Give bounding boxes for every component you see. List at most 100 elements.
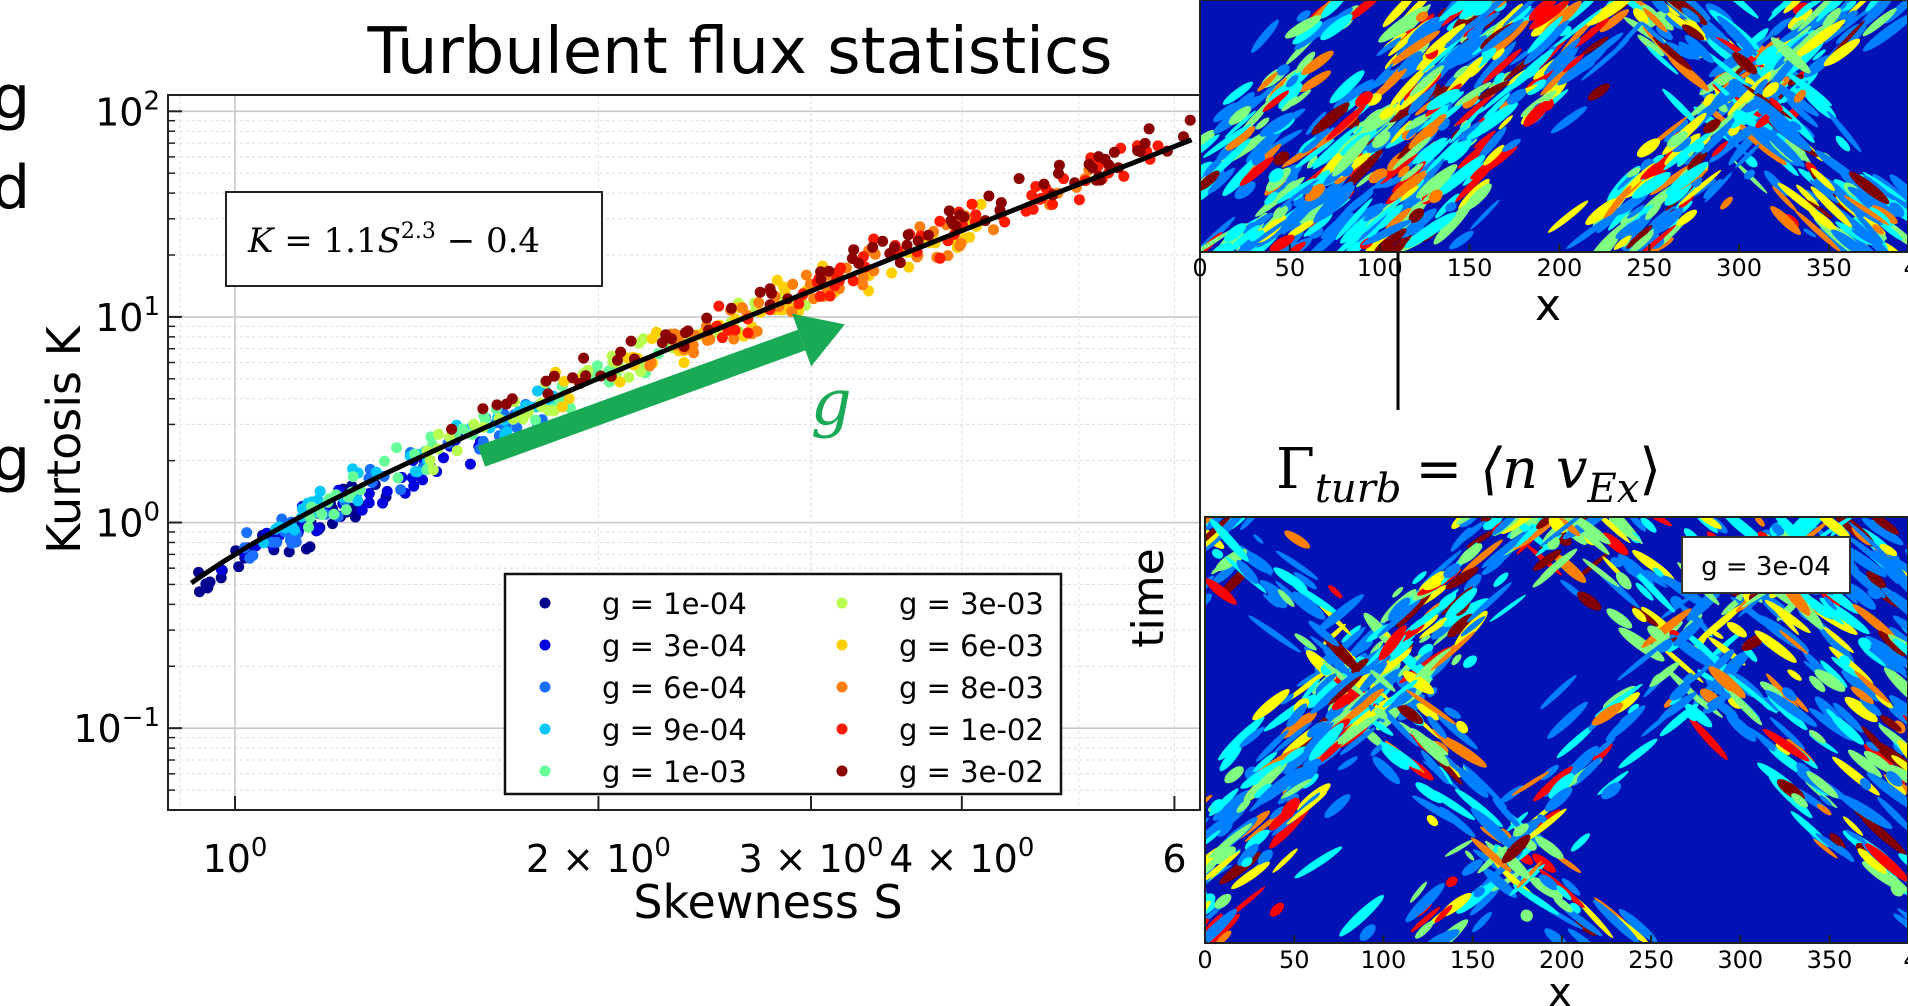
y-tick-label: 100 xyxy=(95,498,160,546)
data-point xyxy=(347,471,359,483)
data-point xyxy=(363,497,375,509)
data-point xyxy=(912,235,924,247)
data-point xyxy=(417,474,428,486)
data-point xyxy=(424,454,436,466)
x-tick-label: 6 xyxy=(1162,837,1186,881)
data-point xyxy=(204,576,216,588)
left-edge-fragments: g d g xyxy=(0,63,30,495)
data-point xyxy=(312,523,324,534)
data-point xyxy=(328,508,340,520)
formula-gamma: Γ xyxy=(1276,437,1315,502)
data-point xyxy=(1047,198,1058,210)
data-point xyxy=(363,488,375,499)
data-point xyxy=(701,334,713,346)
data-point xyxy=(877,235,889,247)
heatmap-bottom-x-ticks: 0 50 100 150 200 250 300 350 40 xyxy=(1197,935,1908,974)
data-point xyxy=(381,485,393,497)
heatmap-tick-label: 50 xyxy=(1275,254,1306,282)
heatmap-bottom: g = 3e-04 0 50 100 150 200 250 300 350 40 x time xyxy=(1123,516,1908,1006)
formula-close: ⟩ xyxy=(1639,437,1661,502)
data-point xyxy=(793,298,805,310)
g-arrow-label: g xyxy=(811,366,852,440)
data-point xyxy=(271,536,283,548)
heatmap-top: 0 50 100 150 200 250 300 350 40 x xyxy=(1192,0,1908,410)
data-point xyxy=(1073,194,1085,206)
data-point xyxy=(857,279,869,291)
data-point xyxy=(943,205,955,217)
left-fragment-3: g xyxy=(0,425,30,495)
scatter-chart: g 100 2 × 100 3 × 100 4 × 100 6 10−1 100 101 102… xyxy=(37,86,1201,929)
data-point xyxy=(846,253,858,264)
data-point xyxy=(988,224,999,236)
legend-entry: g = 1e-04 xyxy=(602,587,747,621)
legend-entry: g = 1e-02 xyxy=(899,713,1044,747)
heatmap-tick-label: 350 xyxy=(1807,946,1853,974)
data-point xyxy=(517,413,529,425)
data-point xyxy=(451,445,463,457)
data-point xyxy=(356,504,368,516)
data-point xyxy=(914,221,926,233)
legend-entry: g = 3e-02 xyxy=(899,755,1044,789)
legend-marker xyxy=(539,597,551,609)
data-point xyxy=(289,524,300,536)
data-point xyxy=(1053,168,1064,179)
heatmap-tick-label: 50 xyxy=(1279,946,1310,974)
legend: g = 1e-04 g = 3e-04 g = 6e-04 g = 9e-04 g = … xyxy=(503,572,1063,796)
heatmap-tick-label: 350 xyxy=(1806,254,1852,282)
data-point xyxy=(815,274,827,286)
heatmap-tick-label: 0 xyxy=(1192,254,1207,282)
data-point xyxy=(580,370,592,382)
data-point xyxy=(823,265,835,277)
legend-entry: g = 1e-03 xyxy=(602,755,747,789)
data-point xyxy=(540,375,552,387)
heatmap-tick-label: 150 xyxy=(1447,254,1493,282)
data-point xyxy=(379,455,390,467)
data-point xyxy=(901,239,913,251)
formula-gamma-sub: turb xyxy=(1315,466,1402,512)
data-point xyxy=(511,422,523,434)
left-fragment-1: g xyxy=(0,63,30,133)
y-tick-label: 101 xyxy=(95,292,160,340)
data-point xyxy=(954,240,966,252)
data-point xyxy=(543,404,555,416)
data-point xyxy=(889,241,900,253)
data-point xyxy=(1053,159,1065,171)
data-point xyxy=(241,527,253,539)
data-point xyxy=(349,511,361,523)
data-point xyxy=(286,537,298,549)
data-point xyxy=(233,561,245,573)
legend-marker xyxy=(539,681,551,693)
data-point xyxy=(427,464,439,476)
legend-entry: g = 3e-03 xyxy=(899,587,1044,621)
data-point xyxy=(867,241,879,253)
x-axis-label: Skewness S xyxy=(633,875,902,929)
heatmap-tick-label: 100 xyxy=(1361,946,1407,974)
heatmap-tick-label: 150 xyxy=(1450,946,1496,974)
data-point xyxy=(666,333,677,345)
data-point xyxy=(408,480,420,492)
data-point xyxy=(1108,146,1120,158)
data-point xyxy=(975,198,987,210)
x-tick-label: 100 xyxy=(203,833,268,881)
data-point xyxy=(778,281,790,293)
arrow-head xyxy=(792,313,845,367)
data-point xyxy=(1143,123,1155,135)
data-point xyxy=(194,586,205,598)
data-point xyxy=(558,375,570,387)
left-fragment-2: d xyxy=(0,153,30,223)
data-point xyxy=(1132,145,1144,157)
data-point xyxy=(395,484,407,496)
data-point xyxy=(491,399,503,411)
data-point xyxy=(563,393,575,405)
data-point xyxy=(868,233,880,245)
heatmap-top-x-label: x xyxy=(1535,280,1561,331)
data-point xyxy=(688,347,700,359)
legend-marker xyxy=(836,765,848,777)
x-tick-label: 3 × 100 xyxy=(738,833,883,881)
data-point xyxy=(506,393,518,405)
data-point xyxy=(787,278,799,290)
heatmap-tick-label: 200 xyxy=(1539,946,1585,974)
data-point xyxy=(766,287,777,299)
heatmap-tick-label: 40 xyxy=(1903,946,1908,974)
data-point xyxy=(303,521,314,533)
